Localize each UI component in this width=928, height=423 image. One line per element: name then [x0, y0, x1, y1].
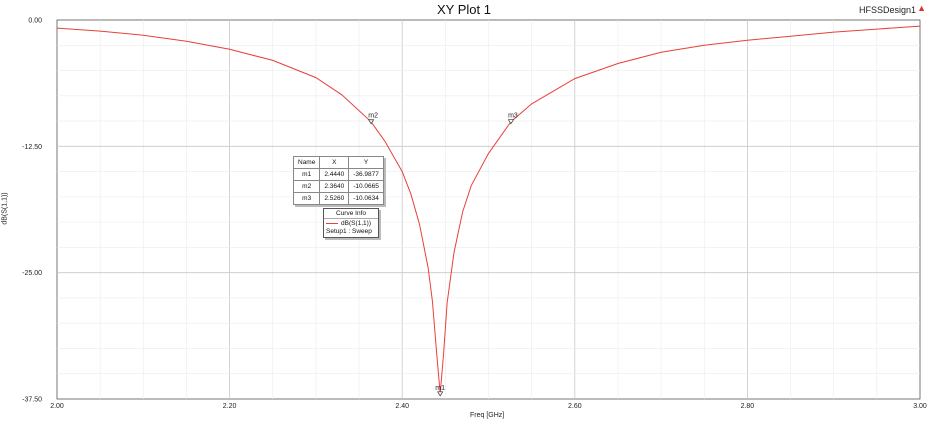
cell-x: 2.3640	[319, 180, 350, 193]
marker-m1-triangle[interactable]	[437, 391, 444, 397]
x-tick-label: 2.40	[395, 403, 409, 410]
cell-y: -36.9877	[348, 168, 384, 181]
curve-markers: m1 m2 m3	[368, 113, 518, 397]
y-tick-label: 0.00	[28, 18, 42, 25]
marker-m2-triangle[interactable]	[368, 119, 375, 125]
x-axis-label: Freq [GHz]	[470, 412, 505, 419]
series-line-s11	[56, 25, 921, 394]
x-tick-label: 2.00	[50, 403, 64, 410]
cell-name: m2	[292, 180, 321, 193]
curve-info-setup: Setup1 : Sweep	[326, 228, 372, 235]
cell-x: 2.4440	[319, 168, 350, 181]
plot-grid	[56, 19, 921, 400]
cell-name: m3	[292, 192, 321, 205]
cell-name: m1	[292, 168, 321, 181]
marker-m3-triangle[interactable]	[507, 119, 515, 125]
header-name: Name	[292, 156, 321, 169]
plot-title: XY Plot 1	[437, 2, 491, 17]
marker-m2-label: m2	[368, 113, 378, 120]
cell-y: -10.0665	[348, 180, 384, 193]
y-tick-label: -25.00	[22, 270, 42, 277]
y-tick-label: -12.50	[22, 144, 42, 151]
marker-m1-label: m1	[435, 385, 445, 392]
x-tick-label: 2.80	[741, 403, 755, 410]
marker-table-header: Name X Y	[292, 156, 384, 169]
x-tick-label: 2.20	[223, 403, 237, 410]
y-tick-label: -37.50	[22, 397, 42, 404]
curve-info-entry-label: dB(S(1,1))	[341, 220, 371, 227]
legend-line-swatch	[326, 223, 338, 224]
y-axis-label: dB(S(1,1))	[1, 192, 9, 225]
header-y: Y	[348, 156, 384, 169]
table-row: m2 2.3640 -10.0665	[292, 180, 384, 193]
curve-info-title: Curve Info	[324, 209, 378, 219]
design-triangle-icon: ▲	[917, 3, 926, 13]
cell-x: 2.5260	[319, 192, 350, 205]
table-row: m3 2.5260 -10.0634	[292, 192, 384, 205]
marker-m3-label: m3	[508, 113, 518, 120]
x-tick-label: 2.60	[568, 403, 582, 410]
curve-info-entry[interactable]: dB(S(1,1))	[324, 219, 378, 228]
axis-ticks: 2.00 2.20 2.40 2.60 2.80 3.00 0.00 -12.50 -25.00…	[22, 18, 927, 411]
cell-y: -10.0634	[348, 192, 384, 205]
marker-table[interactable]: Name X Y m1 2.4440 -36.9877 m2 2.3640 -1…	[292, 156, 384, 205]
header-x: X	[319, 156, 350, 169]
curve-info-legend[interactable]: Curve Info dB(S(1,1)) Setup1 : Sweep	[323, 208, 379, 238]
x-tick-label: 3.00	[913, 403, 927, 410]
table-row: m1 2.4440 -36.9877	[292, 168, 384, 181]
design-name: HFSSDesign1	[858, 5, 916, 15]
